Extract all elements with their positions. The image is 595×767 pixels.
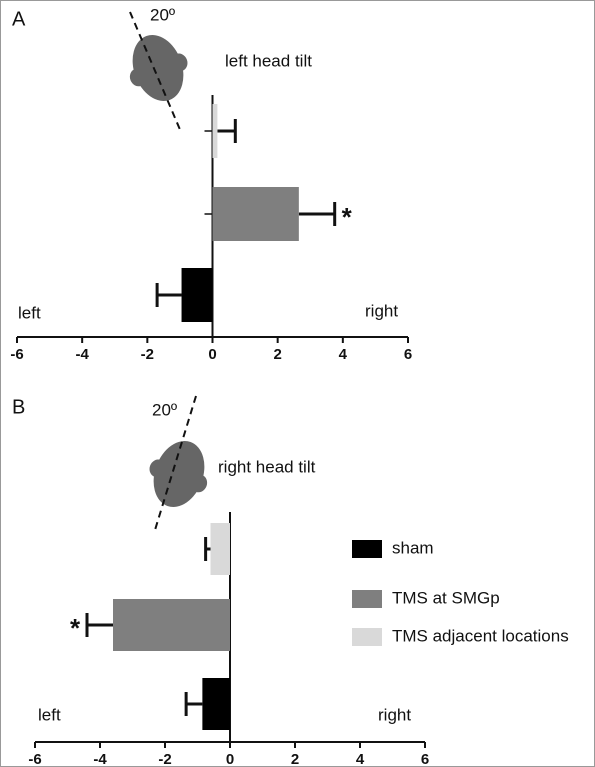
legend-label: sham (392, 538, 434, 557)
x-tick-label: -4 (93, 751, 107, 767)
bar (202, 678, 230, 730)
x-tick-label: -6 (28, 751, 41, 767)
x-tick-label: 6 (421, 751, 429, 767)
x-tick-label: 2 (273, 346, 281, 363)
x-tick-label: 0 (226, 751, 234, 767)
bar (181, 268, 213, 322)
x-tick-label: 4 (339, 346, 348, 363)
significance-marker: * (70, 613, 81, 643)
right-label: right (365, 301, 398, 320)
x-tick-label: -4 (75, 346, 89, 363)
legend-label: TMS adjacent locations (392, 626, 569, 645)
legend-label: TMS at SMGp (392, 588, 500, 607)
head-icon (129, 35, 188, 101)
angle-label: 20º (152, 400, 177, 419)
bar (113, 599, 230, 651)
x-tick-label: -6 (10, 346, 23, 363)
tilt-line (129, 11, 182, 133)
legend-swatch (352, 590, 382, 608)
head-tilt-label: right head tilt (218, 457, 316, 476)
bar (212, 187, 299, 241)
panel-label: A (12, 8, 26, 30)
x-tick-label: -2 (141, 346, 154, 363)
legend-swatch (352, 540, 382, 558)
angle-label: 20º (150, 5, 175, 24)
head-tilt-label: left head tilt (225, 51, 312, 70)
right-label: right (378, 705, 411, 724)
significance-marker: * (342, 202, 353, 232)
x-tick-label: 0 (208, 346, 216, 363)
left-label: left (38, 705, 61, 724)
x-tick-label: -2 (158, 751, 171, 767)
legend-swatch (352, 628, 382, 646)
x-tick-label: 6 (404, 346, 412, 363)
left-label: left (18, 303, 41, 322)
bar (210, 523, 230, 575)
head-icon (149, 441, 208, 507)
bar (212, 104, 218, 158)
x-tick-label: 2 (291, 751, 299, 767)
x-tick-label: 4 (356, 751, 365, 767)
panel-label: B (12, 396, 25, 418)
